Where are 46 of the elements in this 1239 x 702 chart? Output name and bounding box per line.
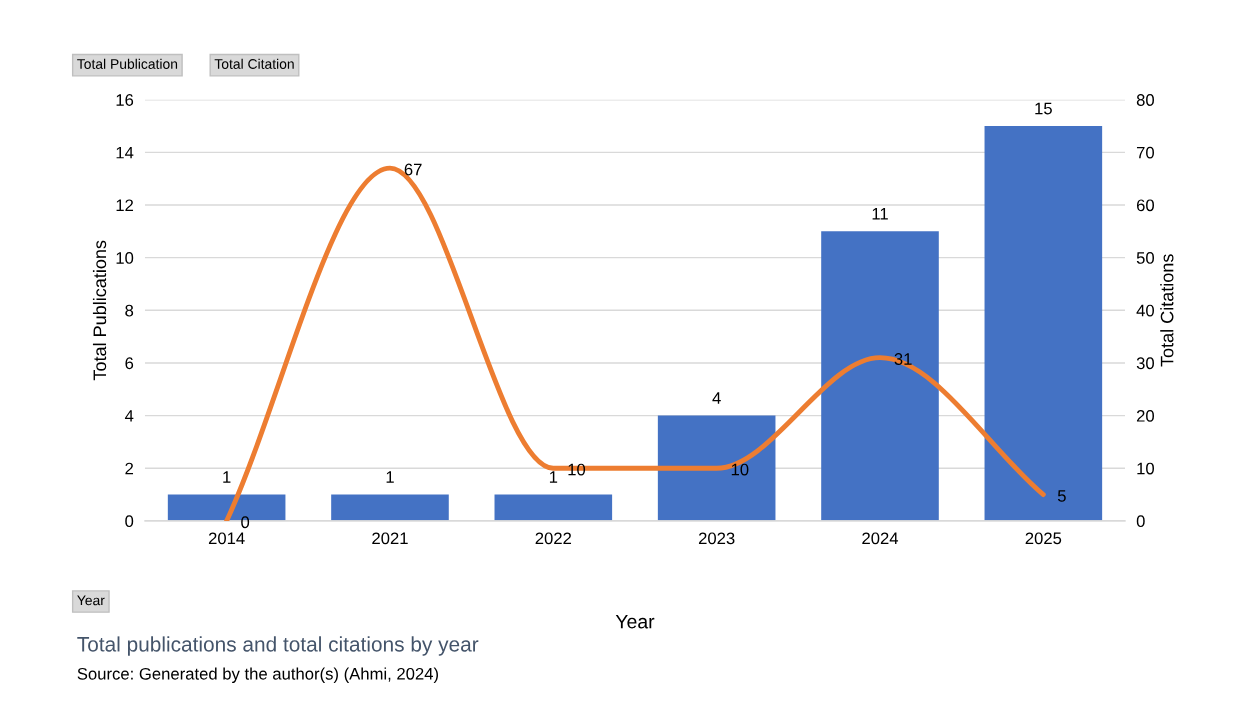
data-label: 4 bbox=[712, 392, 721, 404]
y2-tick-label: 20 bbox=[1136, 409, 1155, 422]
y2-axis-title: Total Citations bbox=[1160, 254, 1174, 367]
bar bbox=[821, 231, 939, 521]
x-tick-label: 2024 bbox=[862, 532, 899, 545]
bar bbox=[984, 126, 1103, 521]
y-tick-label: 12 bbox=[116, 199, 134, 212]
y-tick-label: 16 bbox=[116, 94, 134, 106]
y-tick-label: 10 bbox=[116, 252, 134, 264]
data-label: 1 bbox=[549, 471, 558, 483]
y2-tick-label: 10 bbox=[1137, 462, 1155, 475]
text: Total Publication bbox=[77, 58, 178, 69]
y-tick-label: 14 bbox=[116, 146, 134, 159]
x-tick-label: 2025 bbox=[1025, 532, 1062, 545]
text: Year bbox=[77, 595, 105, 606]
text: Total Citation bbox=[214, 58, 294, 69]
data-label: 1 bbox=[386, 471, 394, 483]
bar bbox=[331, 494, 449, 521]
y2-tick-label: 80 bbox=[1136, 94, 1155, 106]
data-label: 1 bbox=[223, 471, 231, 483]
x-axis-title: Year bbox=[615, 614, 655, 629]
x-tick-label: 2014 bbox=[208, 532, 245, 545]
data-label: 10 bbox=[731, 463, 749, 476]
x-tick-label: 2022 bbox=[535, 532, 572, 545]
y2-tick-label: 30 bbox=[1136, 357, 1155, 370]
x-tick-label: 2023 bbox=[698, 532, 735, 545]
y-axis-title: Total Publications bbox=[92, 240, 107, 381]
y2-tick-label: 70 bbox=[1136, 146, 1155, 159]
bar bbox=[657, 415, 776, 521]
y2-tick-label: 50 bbox=[1136, 252, 1155, 264]
y-tick-label: 0 bbox=[125, 515, 134, 528]
y2-tick-label: 0 bbox=[1136, 515, 1145, 528]
y2-tick-label: 40 bbox=[1136, 304, 1155, 317]
y-tick-label: 2 bbox=[125, 462, 134, 475]
data-label: 5 bbox=[1057, 490, 1066, 502]
data-label: 15 bbox=[1035, 102, 1052, 115]
y-tick-label: 6 bbox=[125, 357, 134, 370]
source-note: Source: Generated by the author(s) (Ahmi, 2024) bbox=[77, 667, 439, 683]
x-tick-label: 2021 bbox=[372, 532, 408, 545]
text: Total publications and total citations by year bbox=[77, 636, 479, 656]
y2-tick-label: 60 bbox=[1136, 199, 1155, 212]
y-tick-label: 4 bbox=[124, 410, 134, 422]
data-label: 67 bbox=[404, 163, 422, 176]
bar bbox=[494, 494, 613, 521]
data-label: 11 bbox=[872, 208, 888, 220]
y-tick-label: 8 bbox=[125, 304, 134, 317]
